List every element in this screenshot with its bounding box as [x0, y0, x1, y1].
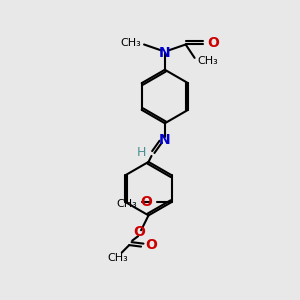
Text: H: H — [136, 146, 146, 160]
Text: CH₃: CH₃ — [107, 254, 128, 263]
Text: O: O — [134, 225, 146, 239]
Text: O: O — [146, 238, 158, 252]
Text: CH₃: CH₃ — [120, 38, 141, 48]
Text: N: N — [159, 133, 171, 147]
Text: N: N — [159, 46, 171, 60]
Text: CH₃: CH₃ — [117, 199, 137, 208]
Text: CH₃: CH₃ — [198, 56, 218, 66]
Text: O: O — [207, 36, 219, 50]
Text: O: O — [140, 195, 152, 209]
